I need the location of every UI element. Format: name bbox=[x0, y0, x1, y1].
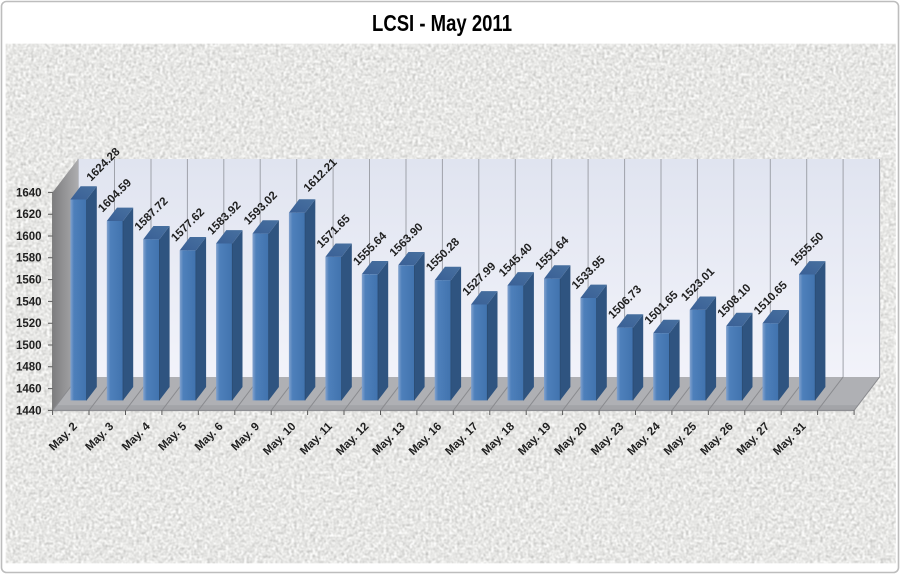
svg-text:1620: 1620 bbox=[16, 209, 42, 221]
svg-text:1540: 1540 bbox=[16, 296, 42, 308]
svg-text:1440: 1440 bbox=[16, 405, 42, 417]
svg-text:1520: 1520 bbox=[16, 318, 42, 330]
svg-text:1600: 1600 bbox=[16, 231, 42, 243]
svg-text:1560: 1560 bbox=[16, 275, 42, 287]
svg-text:1500: 1500 bbox=[16, 340, 42, 352]
svg-text:LCSI - May 2011: LCSI - May 2011 bbox=[372, 10, 512, 36]
svg-text:1580: 1580 bbox=[16, 253, 42, 265]
svg-text:1480: 1480 bbox=[16, 362, 42, 374]
svg-text:1460: 1460 bbox=[16, 384, 42, 396]
svg-text:1640: 1640 bbox=[16, 187, 42, 199]
